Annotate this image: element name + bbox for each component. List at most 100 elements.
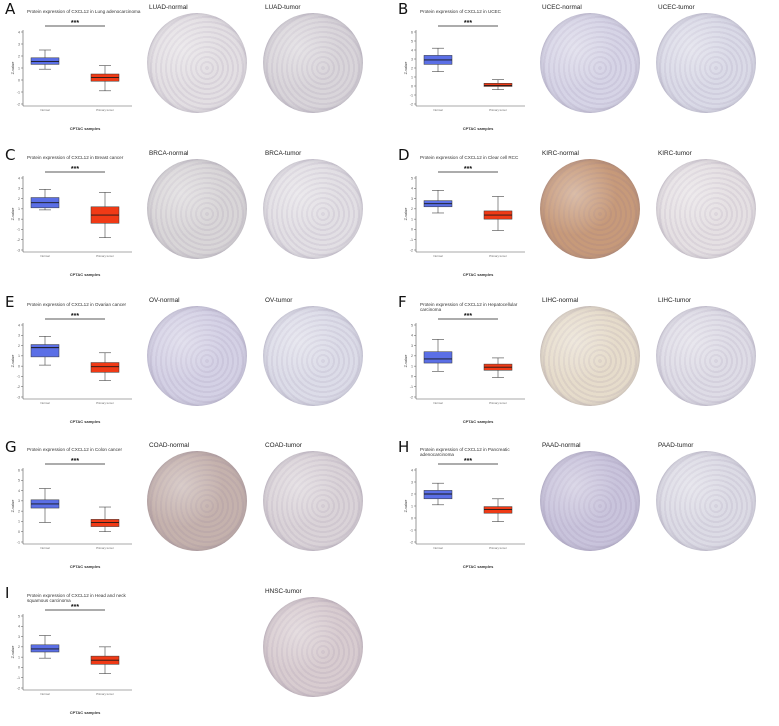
panel-letter: H	[398, 438, 410, 456]
tissue-core-image	[540, 13, 640, 113]
tissue-tumor: PAAD-tumor	[654, 442, 757, 554]
y-tick-label: 2	[18, 344, 20, 348]
y-tick-label: 4	[411, 187, 413, 191]
x-axis-label: CPTAC samples	[69, 564, 101, 569]
y-axis-label: Z-value	[11, 62, 15, 75]
plot-title: Protein expression of CXCL12 in Lung ade…	[27, 9, 141, 14]
tissue-label: BRCA-tumor	[265, 150, 302, 157]
tissue-tumor: COAD-tumor	[261, 442, 364, 554]
y-tick-label: 0	[18, 78, 20, 82]
tissue-label: PAAD-normal	[542, 442, 581, 449]
y-tick-label: 4	[18, 625, 20, 629]
y-tick-label: 0	[18, 530, 20, 534]
category-label: Primary tumor	[96, 692, 114, 696]
tissue-label: OV-normal	[149, 297, 180, 304]
tissue-label: LUAD-tumor	[265, 4, 301, 11]
boxplot: -2 -1 0 1 2 3 4 5 Z-value Normal Primary tumor ***	[404, 166, 525, 258]
boxplot: -3 -2 -1 0 1 2 3 4 Z-value Normal Primary tumor ***	[11, 313, 132, 405]
tissue-tumor: KIRC-tumor	[654, 150, 757, 262]
y-tick-label: 1	[18, 66, 20, 70]
significance-stars: ***	[71, 166, 79, 173]
y-tick-label: 3	[18, 499, 20, 503]
y-tick-label: -1	[17, 90, 20, 94]
y-tick-label: 0	[411, 228, 413, 232]
x-axis-label: CPTAC samples	[462, 272, 494, 277]
y-tick-label: 2	[18, 197, 20, 201]
panel-d: D Protein expression of CXCL12 in Clear c…	[398, 146, 778, 288]
y-tick-label: 2	[411, 66, 413, 70]
tissue-core-image	[147, 13, 247, 113]
x-axis-label: CPTAC samples	[462, 564, 494, 569]
tissue-core-image	[263, 13, 363, 113]
panel-letter: F	[398, 293, 407, 311]
y-tick-label: 6	[411, 30, 413, 34]
y-tick-label: 6	[18, 468, 20, 472]
y-tick-label: 0	[18, 217, 20, 221]
y-tick-label: -2	[17, 686, 20, 690]
tissue-label: UCEC-normal	[542, 4, 582, 11]
tissue-core-image	[656, 451, 756, 551]
tissue-tumor: LUAD-tumor	[261, 4, 364, 116]
y-tick-label: -1	[410, 385, 413, 389]
y-tick-label: -2	[17, 385, 20, 389]
y-tick-label: 1	[18, 207, 20, 211]
boxplot: -1 0 1 2 3 4 5 6 Z-value Normal Primary tumor ***	[11, 458, 132, 550]
y-axis-label: Z-value	[404, 355, 408, 368]
box-normal: Normal	[423, 482, 453, 550]
tissue-core-image	[540, 306, 640, 406]
tissue-normal: BRCA-normal	[145, 150, 248, 262]
plot-title: Protein expression of CXCL12 in Hepatoce…	[420, 302, 518, 312]
y-tick-label: -2	[17, 238, 20, 242]
plot-title: Protein expression of CXCL12 in Breast c…	[27, 155, 124, 160]
y-tick-label: -3	[17, 395, 20, 399]
iqr-box	[423, 490, 453, 500]
category-label: Normal	[40, 254, 49, 258]
tissue-normal: LIHC-normal	[538, 297, 641, 409]
y-tick-label: 3	[411, 344, 413, 348]
box-tumor: Primary tumor	[483, 498, 513, 550]
y-tick-label: 4	[18, 176, 20, 180]
y-tick-label: 1	[18, 655, 20, 659]
y-tick-label: 2	[18, 645, 20, 649]
significance-stars: ***	[464, 20, 472, 27]
tissue-core-image	[263, 597, 363, 697]
y-tick-label: -1	[410, 238, 413, 242]
box-tumor: Primary tumor	[483, 357, 513, 405]
y-tick-label: 3	[411, 197, 413, 201]
y-tick-label: 3	[18, 334, 20, 338]
x-axis-label: CPTAC samples	[462, 126, 494, 131]
tissue-normal: COAD-normal	[145, 442, 248, 554]
y-tick-label: -1	[410, 528, 413, 532]
significance-stars: ***	[71, 20, 79, 27]
y-tick-label: 5	[411, 176, 413, 180]
category-label: Normal	[433, 546, 442, 550]
boxplot: -2 -1 0 1 2 3 4 Z-value Normal Primary tumor ***	[404, 458, 525, 550]
category-label: Primary tumor	[96, 401, 114, 405]
x-axis-label: CPTAC samples	[69, 272, 101, 277]
plot-title: Protein expression of CXCL12 in Head and…	[27, 593, 126, 603]
category-label: Normal	[433, 108, 442, 112]
tissue-core-image	[540, 451, 640, 551]
tissue-label: BRCA-normal	[149, 150, 189, 157]
panel-c: C Protein expression of CXCL12 in Breast …	[5, 146, 385, 288]
panel-a: A Protein expression of CXCL12 in Lung ad…	[5, 0, 385, 142]
tissue-core-image	[656, 306, 756, 406]
y-tick-label: 1	[18, 520, 20, 524]
tissue-normal: OV-normal	[145, 297, 248, 409]
tissue-core-image	[263, 159, 363, 259]
y-tick-label: 0	[411, 375, 413, 379]
y-tick-label: -2	[410, 540, 413, 544]
category-label: Normal	[40, 108, 49, 112]
y-axis-label: Z-value	[11, 208, 15, 221]
y-tick-label: -2	[410, 102, 413, 106]
y-tick-label: 1	[411, 504, 413, 508]
panel-h: H Protein expression of CXCL12 in Pancrea…	[398, 438, 778, 580]
tissue-normal: PAAD-normal	[538, 442, 641, 554]
y-tick-label: 2	[18, 509, 20, 513]
y-tick-label: 4	[18, 489, 20, 493]
tissue-label: HNSC-tumor	[265, 588, 302, 595]
tissue-label: PAAD-tumor	[658, 442, 694, 449]
y-tick-label: -1	[17, 540, 20, 544]
tissue-core-image	[147, 306, 247, 406]
panel-g: G Protein expression of CXCL12 in Colon c…	[5, 438, 385, 580]
